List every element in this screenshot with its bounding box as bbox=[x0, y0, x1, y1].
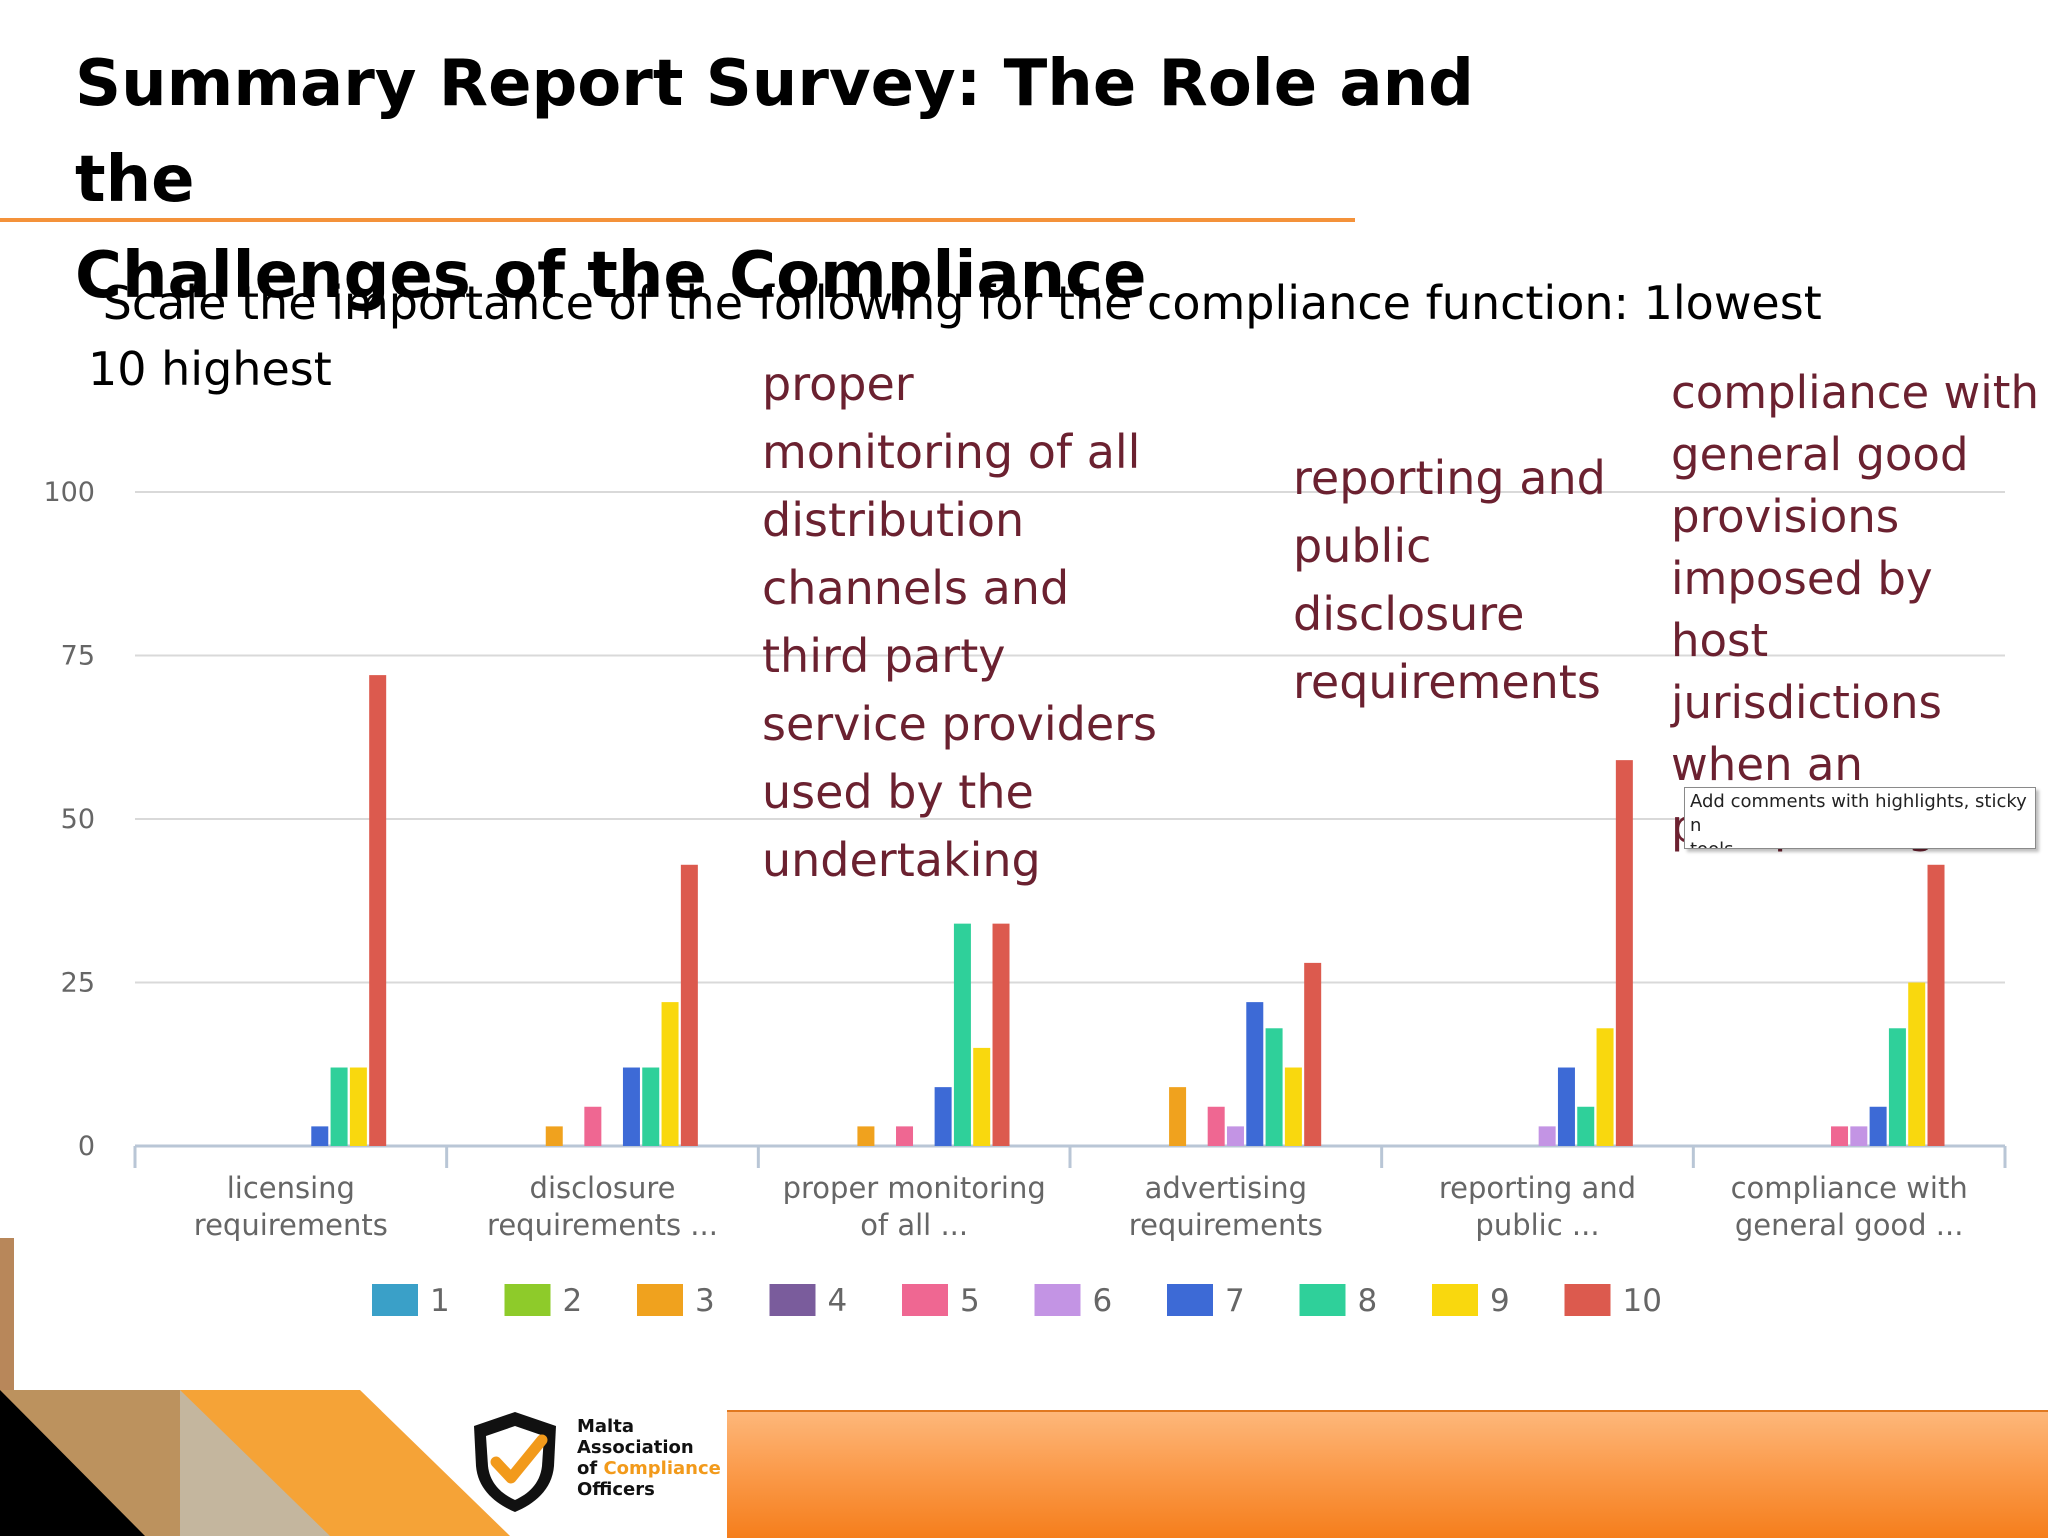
x-tick-label: requirements ... bbox=[487, 1208, 718, 1242]
bar bbox=[1557, 1067, 1575, 1146]
bar bbox=[953, 923, 971, 1146]
annotation-general-good: compliance with general good provisions … bbox=[1671, 366, 2039, 853]
legend-swatch bbox=[637, 1284, 683, 1316]
deco-black-triangle bbox=[0, 1390, 145, 1536]
logo-line-4: Officers bbox=[577, 1479, 655, 1500]
x-tick-label: of all ... bbox=[860, 1208, 968, 1242]
legend-label: 7 bbox=[1225, 1283, 1245, 1319]
logo-text: Malta Association of Compliance Officers bbox=[577, 1416, 737, 1500]
legend-label: 5 bbox=[960, 1283, 980, 1319]
bar bbox=[1850, 1126, 1868, 1146]
legend-label: 1 bbox=[430, 1283, 450, 1319]
legend-label: 10 bbox=[1623, 1283, 1662, 1319]
legend-label: 3 bbox=[695, 1283, 715, 1319]
logo-line-3-highlight: Compliance bbox=[603, 1458, 721, 1479]
x-tick-label: requirements bbox=[1129, 1208, 1323, 1242]
legend-swatch bbox=[1167, 1284, 1213, 1316]
comment-tooltip: Add comments with highlights, sticky n t… bbox=[1684, 787, 2036, 849]
legend-label: 6 bbox=[1093, 1283, 1113, 1319]
x-tick-label: disclosure bbox=[530, 1171, 676, 1205]
bar bbox=[1207, 1106, 1225, 1146]
legend-swatch bbox=[1034, 1284, 1081, 1316]
bar bbox=[1577, 1106, 1595, 1146]
legend-label: 2 bbox=[563, 1283, 583, 1319]
bar bbox=[680, 864, 698, 1146]
bar bbox=[1869, 1106, 1887, 1146]
footer-orange-bar bbox=[727, 1410, 2048, 1538]
legend-swatch bbox=[1299, 1284, 1346, 1316]
bar bbox=[311, 1126, 329, 1146]
bar bbox=[622, 1067, 640, 1146]
bar bbox=[896, 1126, 914, 1146]
survey-question: Scale the importance of the following fo… bbox=[88, 276, 1822, 396]
x-tick-label: reporting and bbox=[1439, 1171, 1636, 1205]
title-underline bbox=[0, 218, 1355, 222]
legend-swatch bbox=[769, 1284, 816, 1316]
chart-area: 0 25 50 75 100 licensing requirements disclosur… bbox=[0, 380, 2048, 1380]
bar bbox=[1908, 982, 1926, 1146]
legend-label: 9 bbox=[1490, 1283, 1510, 1319]
bar bbox=[642, 1067, 660, 1146]
y-tick-label: 50 bbox=[61, 804, 95, 835]
bar bbox=[349, 1067, 367, 1146]
bar bbox=[1596, 1028, 1614, 1146]
bar bbox=[1169, 1087, 1187, 1146]
bar bbox=[545, 1126, 563, 1146]
bar bbox=[934, 1087, 952, 1146]
bar bbox=[857, 1126, 875, 1146]
bar bbox=[1615, 760, 1633, 1146]
slide-title-line-1: Summary Report Survey: The Role and the bbox=[75, 47, 1474, 217]
x-tick-label: proper monitoring bbox=[783, 1171, 1046, 1205]
bar bbox=[661, 1002, 679, 1146]
shield-check-icon bbox=[474, 1412, 556, 1512]
legend-swatch bbox=[902, 1284, 948, 1316]
bar bbox=[1831, 1126, 1849, 1146]
deco-tan-block bbox=[0, 1390, 180, 1536]
x-tick-label: general good ... bbox=[1735, 1208, 1964, 1242]
logo-line-3: of Compliance bbox=[577, 1458, 737, 1479]
logo-line-3-prefix: of bbox=[577, 1458, 604, 1479]
x-tick-label: compliance with bbox=[1731, 1171, 1968, 1205]
bar bbox=[1246, 1002, 1264, 1146]
deco-beige-wedge bbox=[150, 1390, 330, 1536]
x-tick-label: advertising bbox=[1145, 1171, 1308, 1205]
legend-label: 8 bbox=[1358, 1283, 1378, 1319]
bar bbox=[1888, 1028, 1906, 1146]
bar bbox=[330, 1067, 348, 1146]
deco-orange-wedge bbox=[150, 1390, 510, 1536]
legend-swatch bbox=[372, 1284, 418, 1316]
bar bbox=[584, 1106, 602, 1146]
legend-swatch bbox=[1432, 1284, 1478, 1316]
bar bbox=[1304, 962, 1322, 1146]
y-tick-label: 25 bbox=[61, 968, 95, 999]
slide-title: Summary Report Survey: The Role and the … bbox=[75, 36, 1575, 324]
legend-swatch bbox=[1564, 1284, 1611, 1316]
bar bbox=[1226, 1126, 1244, 1146]
legend-swatch bbox=[504, 1284, 551, 1316]
bar bbox=[992, 923, 1010, 1146]
bar bbox=[1538, 1126, 1556, 1146]
bar bbox=[973, 1047, 991, 1146]
logo-line-1: Malta bbox=[577, 1416, 634, 1437]
logo-line-2: Association bbox=[577, 1437, 694, 1458]
annotation-proper-monitoring: proper monitoring of all distribution ch… bbox=[762, 357, 1158, 887]
x-tick-label: licensing bbox=[227, 1171, 355, 1205]
legend-label: 4 bbox=[828, 1283, 848, 1319]
y-tick-label: 0 bbox=[78, 1131, 95, 1162]
bar bbox=[1927, 864, 1945, 1146]
y-tick-label: 100 bbox=[43, 477, 95, 508]
bar bbox=[369, 675, 387, 1146]
x-tick-label: requirements bbox=[194, 1208, 388, 1242]
slide-title-line-2: Challenges of the Compliance bbox=[75, 239, 1147, 313]
bar bbox=[1265, 1028, 1283, 1146]
x-tick-label: public ... bbox=[1475, 1208, 1599, 1242]
bar-chart: 0255075100licensingrequirementsdisclosur… bbox=[43, 477, 2007, 1319]
annotation-reporting-disclosure: reporting and public disclosure requirem… bbox=[1293, 451, 1606, 709]
y-tick-label: 75 bbox=[61, 641, 95, 672]
bar bbox=[1284, 1067, 1302, 1146]
